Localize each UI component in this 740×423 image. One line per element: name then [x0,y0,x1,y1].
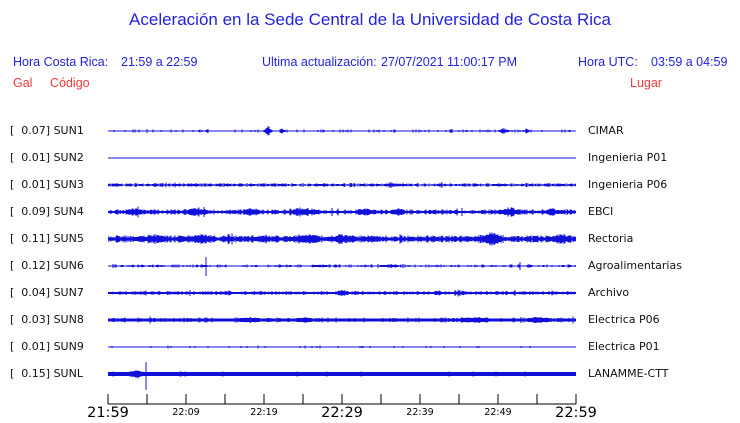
time-axis-label: 22:09 [172,407,200,418]
channel-location-label: Electrica P01 [588,340,660,353]
trace-waveform-SUN7 [108,289,576,297]
channel-gal-code-label: [ 0.07] SUN1 [10,124,84,137]
time-axis-label: 22:59 [555,405,597,421]
channel-gal-code-label: [ 0.03] SUN8 [10,313,84,326]
time-axis-label: 22:49 [484,407,512,418]
trace-waveform-SUN5 [108,232,576,246]
time-axis-label: 21:59 [87,405,129,421]
column-header-gal: Gal [13,76,33,90]
trace-waveform-SUN9 [108,345,576,349]
trace-waveform-SUN4 [108,206,576,218]
channel-gal-code-label: [ 0.11] SUN5 [10,232,84,245]
page-title: Aceleración en la Sede Central de la Uni… [129,10,611,29]
hora-costa-rica-value: 21:59 a 22:59 [121,55,198,69]
hora-costa-rica-label: Hora Costa Rica: [13,55,109,69]
trace-waveform-SUNL [108,362,576,390]
channel-gal-code-label: [ 0.12] SUN6 [10,259,84,272]
channel-location-label: Ingenieria P01 [588,151,668,164]
hora-utc-label: Hora UTC: [578,55,638,69]
channel-location-label: Rectoria [588,232,634,245]
last-update-value: 27/07/2021 11:00:17 PM [381,55,517,69]
channel-location-label: Ingenieria P06 [588,178,668,191]
last-update-label: Ultima actualización: [262,55,377,69]
channel-location-label: EBCI [588,205,614,218]
trace-waveform-SUN1 [108,126,576,136]
time-axis-label: 22:19 [250,407,278,418]
channel-gal-code-label: [ 0.15] SUNL [10,367,83,380]
channel-gal-code-label: [ 0.04] SUN7 [10,286,84,299]
channel-gal-code-label: [ 0.09] SUN4 [10,205,84,218]
time-axis-label: 22:29 [321,405,363,421]
channel-location-label: LANAMME-CTT [588,367,669,380]
channel-gal-code-label: [ 0.01] SUN3 [10,178,84,191]
channel-location-label: Electrica P06 [588,313,660,326]
channel-gal-code-label: [ 0.01] SUN2 [10,151,84,164]
channel-location-label: Archivo [588,286,630,299]
trace-waveform-SUN6 [108,257,576,276]
trace-waveform-SUN8 [108,316,576,324]
time-axis [107,394,577,405]
time-axis-label: 22:39 [406,407,434,418]
trace-waveform-SUN3 [108,182,576,188]
channel-location-label: Agroalimentarias [588,259,682,272]
channel-location-label: CIMAR [588,124,624,137]
column-header-codigo: Código [50,76,90,90]
hora-utc-value: 03:59 a 04:59 [651,55,728,69]
trace-waveform-SUN2 [108,157,576,159]
channel-gal-code-label: [ 0.01] SUN9 [10,340,84,353]
column-header-lugar: Lugar [630,76,662,90]
